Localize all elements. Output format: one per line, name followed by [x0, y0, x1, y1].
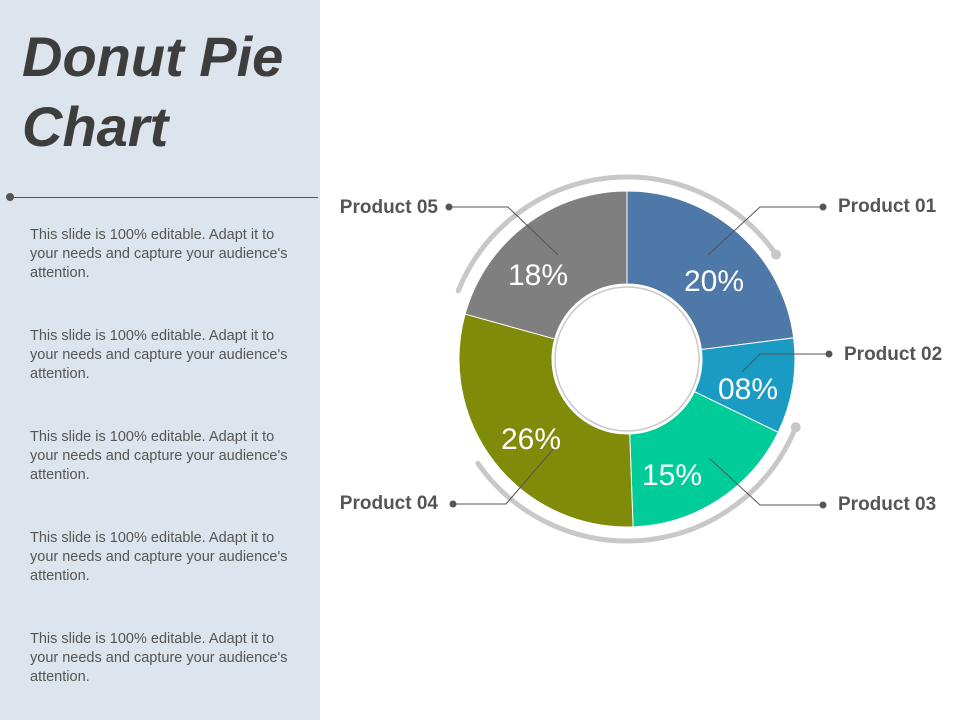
- donut-hole-ring: [554, 286, 700, 432]
- sidebar-panel: Donut Pie Chart This slide is 100% edita…: [0, 0, 320, 720]
- data-label-1: 20%: [684, 265, 744, 298]
- product-label-4: Product 04: [340, 493, 439, 514]
- donut-segment-1: [626, 190, 795, 351]
- page-title: Donut Pie Chart: [22, 25, 284, 158]
- donut-segment-3: [629, 391, 779, 528]
- outer-arc-1: [455, 174, 779, 294]
- outer-arc-cap-1: [771, 249, 782, 260]
- divider-dot: [6, 193, 14, 201]
- divider-line: [11, 197, 318, 198]
- callout-dot-5: [445, 203, 453, 211]
- note-text-2: This slide is 100% editable. Adapt it to…: [30, 328, 288, 382]
- outer-arc-cap-2: [790, 422, 801, 433]
- data-label-2: 08%: [718, 373, 778, 406]
- callout-line-5: [449, 206, 559, 256]
- callout-dot-3: [819, 501, 827, 509]
- outer-arc-2: [475, 424, 799, 544]
- data-label-5: 18%: [508, 259, 568, 292]
- donut-segment-5: [464, 190, 628, 340]
- callout-dot-2: [825, 350, 833, 358]
- donut-segment-4: [458, 313, 634, 528]
- callout-line-1: [707, 206, 823, 256]
- product-label-1: Product 01: [838, 196, 937, 217]
- product-label-2: Product 02: [844, 344, 942, 365]
- data-label-4: 26%: [501, 423, 561, 456]
- note-text-1: This slide is 100% editable. Adapt it to…: [30, 227, 288, 281]
- callout-dot-1: [819, 203, 827, 211]
- product-label-3: Product 03: [838, 494, 936, 515]
- note-text-3: This slide is 100% editable. Adapt it to…: [30, 429, 288, 483]
- note-text-4: This slide is 100% editable. Adapt it to…: [30, 530, 288, 584]
- callout-dot-4: [449, 500, 457, 508]
- data-label-3: 15%: [642, 459, 702, 492]
- callout-line-2: [741, 353, 829, 373]
- callout-line-3: [708, 457, 823, 506]
- callout-line-4: [453, 445, 557, 505]
- note-text-5: This slide is 100% editable. Adapt it to…: [30, 631, 288, 685]
- product-label-5: Product 05: [340, 197, 439, 218]
